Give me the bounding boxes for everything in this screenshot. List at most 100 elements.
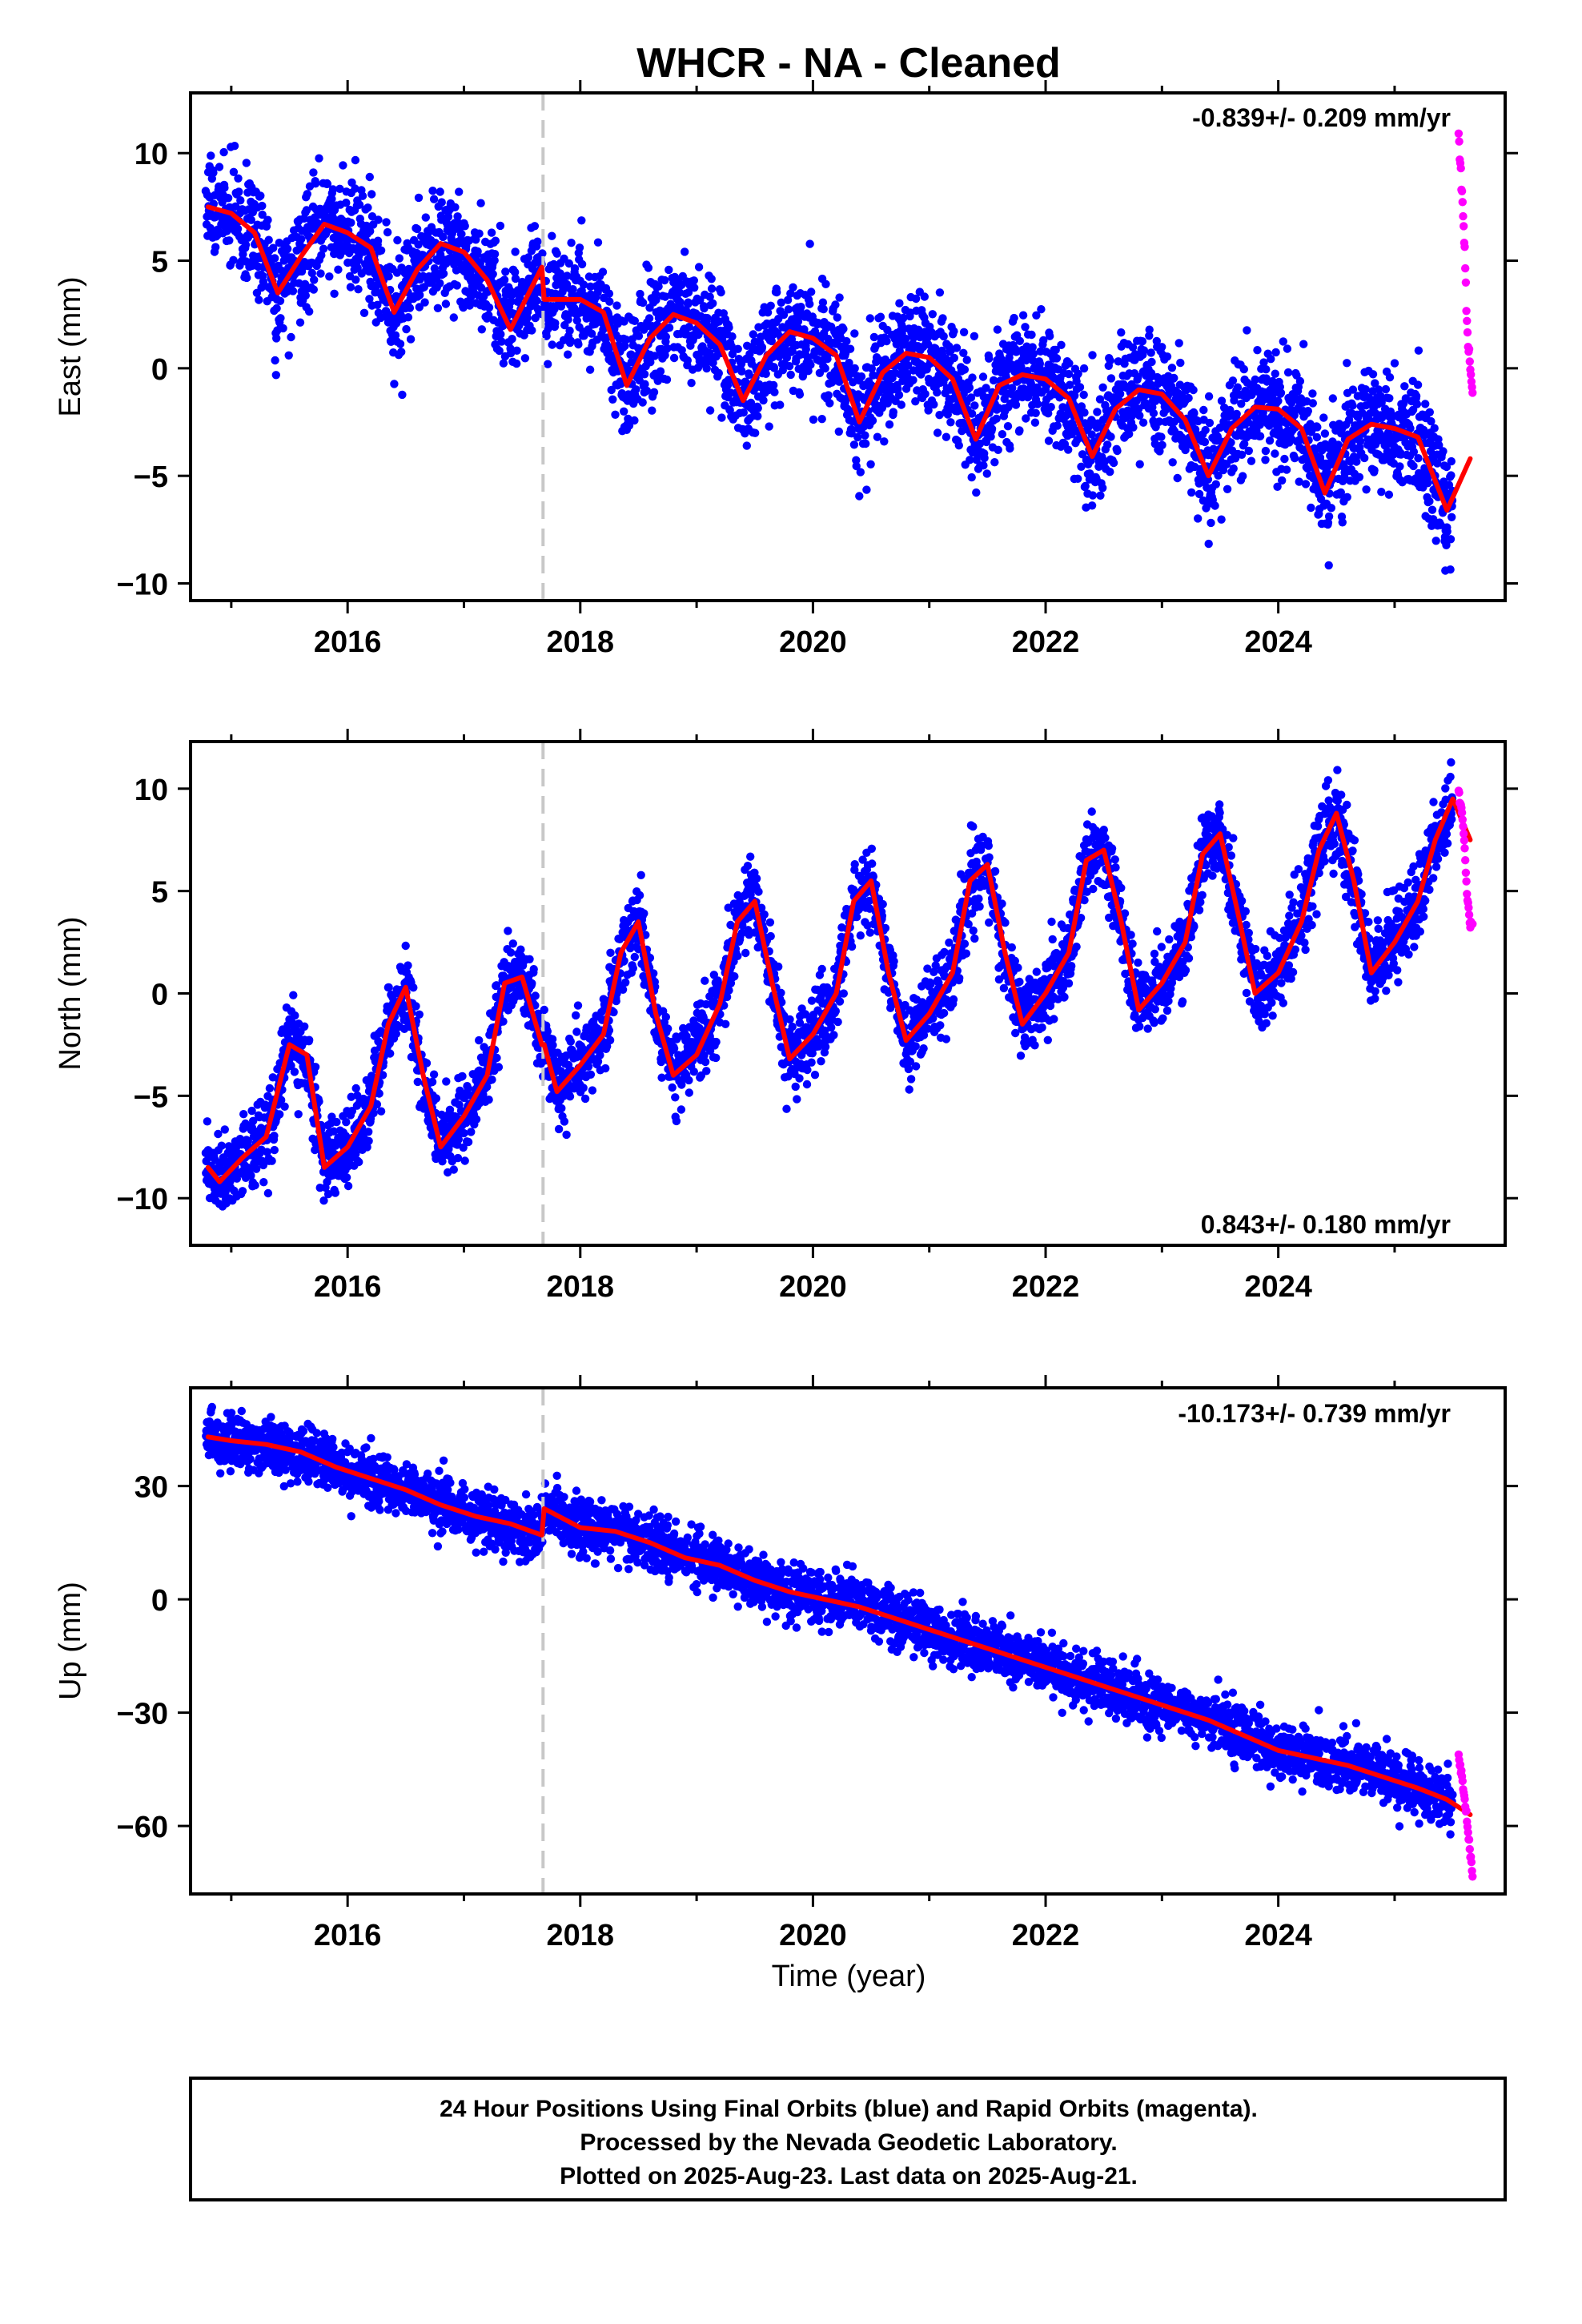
data-point (554, 1124, 564, 1134)
data-point (979, 461, 988, 470)
data-point (1295, 376, 1305, 386)
data-point (933, 388, 942, 397)
data-point (1173, 473, 1182, 483)
data-point (928, 310, 938, 319)
data-point (759, 396, 768, 405)
data-point (847, 425, 857, 434)
data-point (1106, 432, 1115, 441)
data-point (1395, 462, 1404, 471)
data-point (783, 296, 793, 304)
data-point (687, 379, 696, 388)
data-point (966, 456, 974, 464)
east-y-axis-label: East (mm) (54, 276, 87, 416)
data-point (852, 461, 861, 471)
data-point (1439, 447, 1447, 456)
data-point (354, 285, 363, 294)
data-point (737, 367, 746, 376)
data-point (587, 329, 596, 338)
data-point (685, 323, 693, 332)
data-point (681, 247, 689, 256)
data-point (825, 399, 834, 408)
data-point (1338, 518, 1347, 527)
data-point (1032, 311, 1041, 320)
data-point (805, 239, 814, 248)
data-point (401, 941, 410, 951)
data-point (1271, 449, 1279, 458)
data-point (433, 304, 443, 312)
rapid-point (1455, 137, 1464, 146)
data-point (395, 254, 404, 263)
data-point (284, 351, 293, 360)
data-point (276, 314, 285, 323)
data-point (707, 275, 716, 283)
data-point (819, 304, 828, 314)
data-point (1135, 411, 1144, 420)
data-point (459, 303, 468, 312)
data-point (268, 1073, 277, 1082)
data-point (1033, 400, 1042, 408)
data-point (351, 275, 360, 284)
data-point (323, 1189, 333, 1199)
data-point (1319, 413, 1328, 422)
data-point (1237, 450, 1247, 459)
east-rapid-points (1454, 129, 1477, 397)
data-point (243, 273, 251, 283)
data-point (849, 440, 859, 449)
data-point (315, 154, 323, 163)
data-point (441, 300, 451, 308)
data-point (1295, 477, 1303, 486)
data-point (1265, 436, 1275, 445)
data-point (1168, 458, 1177, 467)
data-point (373, 236, 383, 245)
data-point (1361, 385, 1371, 394)
data-point (726, 388, 735, 397)
data-point (1103, 440, 1112, 449)
data-point (504, 927, 512, 935)
data-point (484, 303, 494, 312)
data-point (239, 250, 247, 259)
data-point (867, 364, 877, 373)
data-point (1247, 456, 1256, 465)
data-point (1280, 454, 1289, 464)
data-point (962, 356, 971, 364)
data-point (656, 367, 665, 376)
data-point (652, 296, 661, 304)
data-point (946, 418, 955, 427)
data-point (1413, 380, 1423, 389)
data-point (882, 336, 891, 346)
data-point (1167, 364, 1177, 372)
data-point (291, 1011, 299, 1020)
data-point (294, 1110, 303, 1119)
data-point (472, 1115, 481, 1124)
data-point (690, 283, 699, 292)
data-point (1355, 472, 1364, 481)
data-point (967, 409, 977, 418)
data-point (1336, 488, 1346, 497)
data-point (1223, 485, 1232, 493)
rapid-point (1461, 263, 1470, 273)
data-point (745, 370, 753, 380)
rapid-point (1463, 328, 1472, 337)
data-point (1028, 343, 1037, 352)
data-point (1018, 311, 1028, 320)
data-point (390, 380, 399, 388)
data-point (1138, 418, 1148, 427)
data-point (573, 1001, 583, 1010)
data-point (1162, 352, 1172, 361)
rapid-point (1458, 198, 1468, 207)
data-point (259, 277, 268, 286)
data-point (564, 259, 573, 268)
data-point (287, 1061, 295, 1070)
data-point (1027, 330, 1036, 340)
data-point (520, 354, 530, 363)
data-point (624, 414, 632, 424)
data-point (342, 199, 351, 207)
data-point (650, 352, 659, 360)
data-point (1044, 436, 1054, 445)
data-point (1204, 539, 1213, 549)
data-point (1261, 446, 1271, 456)
data-point (251, 1164, 261, 1173)
data-point (460, 1128, 468, 1138)
data-point (452, 266, 461, 275)
data-point (959, 328, 969, 336)
